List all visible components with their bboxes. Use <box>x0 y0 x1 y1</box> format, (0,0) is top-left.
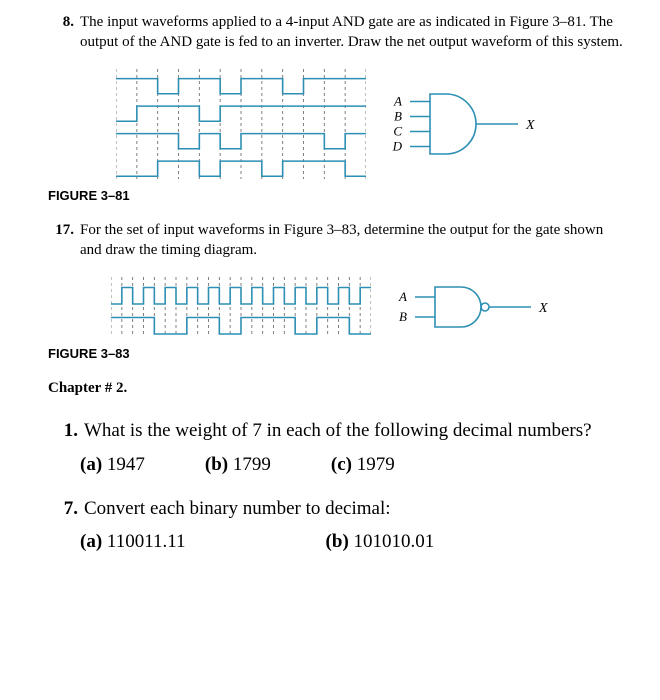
svg-text:X: X <box>538 301 548 316</box>
option: (c) 1979 <box>331 452 395 478</box>
big-problem-7: 7. Convert each binary number to decimal… <box>48 496 628 555</box>
option: (b) 1799 <box>205 452 271 478</box>
figure-3-83: AB X <box>48 277 628 337</box>
option: (b) 101010.01 <box>326 529 435 555</box>
option: (a) 110011.11 <box>80 529 186 555</box>
svg-text:B: B <box>399 309 407 324</box>
big-problem-1: 1. What is the weight of 7 in each of th… <box>48 418 628 477</box>
problem-number: 8. <box>48 12 80 53</box>
svg-text:C: C <box>393 123 402 138</box>
svg-text:B: B <box>394 108 402 123</box>
page: 8. The input waveforms applied to a 4-in… <box>0 0 660 555</box>
waveform-3-81 <box>116 69 366 179</box>
figure-3-81: ABCD X <box>48 69 628 179</box>
figure-label-383: FIGURE 3–83 <box>48 345 628 363</box>
svg-text:A: A <box>393 93 402 108</box>
problem-8: 8. The input waveforms applied to a 4-in… <box>48 12 628 204</box>
and-gate-4in: ABCD X <box>390 84 560 164</box>
problem-17: 17. For the set of input waveforms in Fi… <box>48 220 628 362</box>
options-row: (a) 1947 (b) 1799 (c) 1979 <box>80 452 628 478</box>
chapter-heading: Chapter # 2. <box>48 378 628 398</box>
problem-row: 17. For the set of input waveforms in Fi… <box>48 220 628 261</box>
problem-row: 1. What is the weight of 7 in each of th… <box>48 418 628 444</box>
svg-text:X: X <box>525 118 535 133</box>
figure-label-381: FIGURE 3–81 <box>48 187 628 205</box>
problem-number: 17. <box>48 220 80 261</box>
problem-text: What is the weight of 7 in each of the f… <box>84 418 628 444</box>
problem-text: Convert each binary number to decimal: <box>84 496 628 522</box>
nand-gate-2in: AB X <box>395 277 565 337</box>
problem-row: 7. Convert each binary number to decimal… <box>48 496 628 522</box>
problem-number: 7. <box>48 496 84 522</box>
problem-text: The input waveforms applied to a 4-input… <box>80 12 628 53</box>
problem-row: 8. The input waveforms applied to a 4-in… <box>48 12 628 53</box>
waveform-3-83 <box>111 277 371 337</box>
svg-text:A: A <box>398 289 407 304</box>
option: (a) 1947 <box>80 452 145 478</box>
options-row: (a) 110011.11 (b) 101010.01 <box>80 529 628 555</box>
svg-text:D: D <box>392 138 403 153</box>
problem-text: For the set of input waveforms in Figure… <box>80 220 628 261</box>
problem-number: 1. <box>48 418 84 444</box>
